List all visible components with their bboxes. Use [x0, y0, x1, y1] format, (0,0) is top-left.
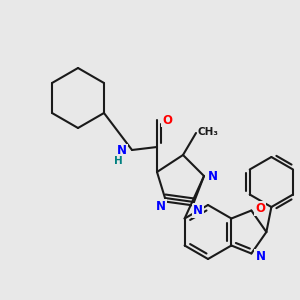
Text: O: O: [255, 202, 266, 215]
Text: H: H: [114, 156, 122, 166]
Text: N: N: [117, 145, 127, 158]
Text: N: N: [193, 205, 203, 218]
Text: N: N: [208, 169, 218, 182]
Text: CH₃: CH₃: [198, 127, 219, 137]
Text: N: N: [255, 250, 266, 263]
Text: N: N: [156, 200, 166, 212]
Text: O: O: [162, 113, 172, 127]
